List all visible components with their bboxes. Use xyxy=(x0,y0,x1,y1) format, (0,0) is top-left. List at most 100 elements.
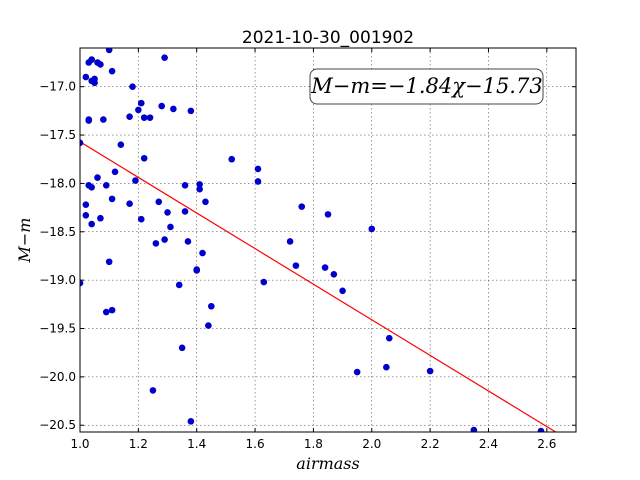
data-point xyxy=(105,48,113,54)
data-point xyxy=(82,73,90,81)
data-point xyxy=(161,236,168,243)
data-point xyxy=(132,177,139,184)
data-point xyxy=(108,67,116,75)
data-point xyxy=(187,418,195,425)
data-point xyxy=(260,278,268,286)
data-point xyxy=(330,271,338,278)
x-tick-label: 1.0 xyxy=(70,437,89,451)
data-point xyxy=(196,181,203,188)
data-point xyxy=(82,201,90,208)
data-point xyxy=(298,203,306,210)
data-point xyxy=(170,105,177,113)
data-point xyxy=(158,102,165,110)
data-point xyxy=(94,174,101,181)
y-tick-label: −18.0 xyxy=(39,176,76,190)
data-point xyxy=(187,107,195,115)
data-point xyxy=(292,262,300,269)
data-point xyxy=(137,99,145,107)
data-point xyxy=(88,220,95,228)
x-tick-label: 2.4 xyxy=(479,437,498,451)
y-axis-label: M−m xyxy=(15,218,34,264)
data-point xyxy=(184,238,192,245)
data-point xyxy=(175,281,183,289)
fit-line-layer xyxy=(80,141,557,432)
data-point xyxy=(105,258,113,266)
data-point xyxy=(126,200,133,208)
data-point xyxy=(426,367,434,375)
plot-frame xyxy=(79,47,577,433)
fit-line xyxy=(80,141,557,432)
data-point xyxy=(80,139,84,147)
data-point xyxy=(152,240,160,247)
data-point xyxy=(80,279,84,287)
data-point xyxy=(228,155,236,163)
y-tick-label: −17.0 xyxy=(39,80,76,94)
x-tick-label: 2.0 xyxy=(362,437,381,451)
data-point xyxy=(97,61,104,68)
data-point xyxy=(537,427,545,432)
x-tick-label: 1.4 xyxy=(187,437,206,451)
data-point xyxy=(146,114,154,121)
y-tick-label: −17.5 xyxy=(39,128,76,142)
data-point xyxy=(126,113,133,120)
grid-lines xyxy=(79,48,576,432)
data-point xyxy=(178,344,186,352)
data-point xyxy=(286,238,294,245)
data-point xyxy=(205,322,212,329)
data-point xyxy=(137,215,145,223)
data-point xyxy=(108,195,116,203)
fit-equation-annotation: M−m=−1.84χ−15.73 xyxy=(309,68,544,105)
data-point xyxy=(368,225,376,233)
x-tick-label: 1.6 xyxy=(246,437,265,451)
data-point xyxy=(135,106,142,114)
chart-title: 2021-10-30_001902 xyxy=(242,28,414,48)
data-point xyxy=(196,185,203,193)
y-tick-label: −20.0 xyxy=(39,370,76,384)
data-point xyxy=(149,387,157,394)
x-tick-label: 2.2 xyxy=(421,437,440,451)
fit-equation-text: M−m=−1.84χ−15.73 xyxy=(310,74,542,98)
data-point xyxy=(254,178,262,185)
data-point xyxy=(385,334,393,342)
data-point xyxy=(117,141,125,149)
y-tick-label: −19.5 xyxy=(39,322,76,336)
annotation-box xyxy=(309,68,544,105)
data-point xyxy=(321,264,329,271)
data-point xyxy=(129,83,136,90)
data-point xyxy=(254,165,262,173)
x-tick-label: 2.6 xyxy=(537,437,556,451)
data-point xyxy=(470,426,478,432)
data-point xyxy=(140,114,148,121)
y-tick-label: −20.5 xyxy=(39,418,76,432)
data-point xyxy=(339,287,346,295)
y-tick-label: −18.5 xyxy=(39,225,76,239)
data-point xyxy=(111,168,119,176)
data-point xyxy=(85,117,93,124)
data-point xyxy=(91,75,98,83)
data-point xyxy=(155,198,163,206)
data-point xyxy=(88,183,95,191)
data-point xyxy=(140,154,148,162)
data-point xyxy=(164,209,171,216)
data-point xyxy=(88,56,95,63)
data-point xyxy=(324,211,332,218)
data-point xyxy=(202,198,209,206)
data-point xyxy=(100,116,107,123)
data-point xyxy=(353,368,361,376)
data-point xyxy=(82,212,90,219)
data-point xyxy=(181,182,189,189)
x-axis-label: airmass xyxy=(296,454,359,473)
data-point xyxy=(207,302,215,310)
data-point xyxy=(167,223,174,231)
y-tick-labels: −20.5 −20.0 −19.5 −19.0 −18.5 −18.0 −17.5 −17.0 xyxy=(39,80,76,433)
axis-ticks xyxy=(79,48,576,432)
data-point xyxy=(108,306,116,314)
x-tick-labels: 1.0 1.2 1.4 1.6 1.8 2.0 2.2 2.4 2.6 xyxy=(70,437,556,451)
data-point xyxy=(383,363,390,371)
data-point xyxy=(102,182,110,189)
x-tick-label: 1.2 xyxy=(129,437,148,451)
data-point xyxy=(193,266,201,273)
data-point xyxy=(97,214,104,222)
